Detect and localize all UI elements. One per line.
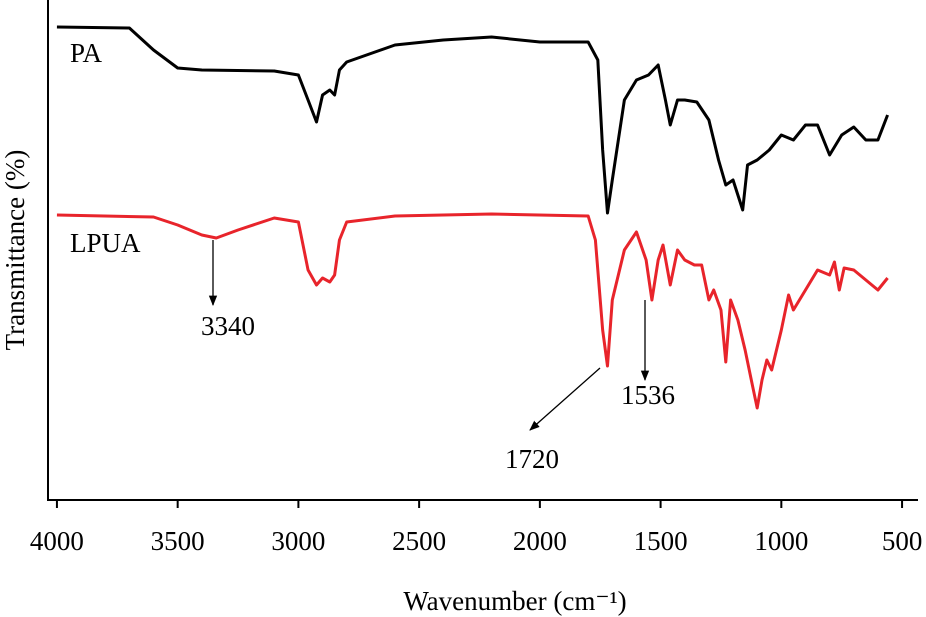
- annotation: 1536: [621, 380, 675, 410]
- annotation-arrow: [529, 367, 601, 431]
- series-label: LPUA: [70, 228, 141, 258]
- x-tick-label: 3000: [271, 526, 325, 556]
- series-line: [56, 25, 889, 215]
- x-tick-label: 4000: [30, 526, 84, 556]
- series-line: [56, 212, 889, 410]
- x-tick-label: 1500: [634, 526, 688, 556]
- x-tick-label: 1000: [754, 526, 808, 556]
- x-tick-label: 2500: [392, 526, 446, 556]
- y-axis-label: Transmittance (%): [0, 150, 30, 351]
- x-tick-label: 500: [882, 526, 923, 556]
- x-tick-label: 3500: [151, 526, 205, 556]
- series-label: PA: [70, 38, 103, 68]
- x-axis-label: Wavenumber (cm⁻¹): [403, 586, 626, 616]
- annotation: 3340: [201, 311, 255, 341]
- annotation: 1720: [505, 444, 559, 474]
- x-tick-label: 2000: [513, 526, 567, 556]
